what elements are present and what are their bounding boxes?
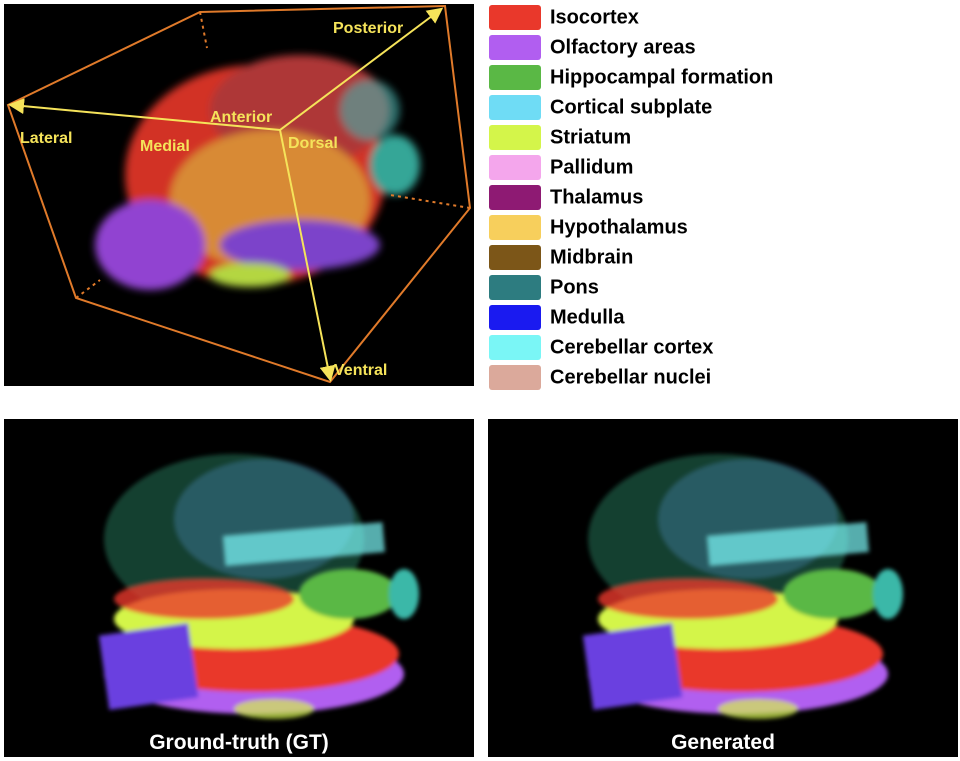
orientation-label: Medial (140, 138, 190, 155)
render-panel: Ground-truth (GT) (4, 419, 474, 757)
legend-swatch (489, 245, 541, 270)
orientation-label: Posterior (333, 20, 403, 37)
legend-label: Hypothalamus (550, 216, 688, 238)
orientation-label: Dorsal (288, 135, 338, 152)
legend-label: Cerebellar cortex (550, 336, 713, 358)
render-panel: Generated (488, 419, 958, 757)
panel-caption: Ground-truth (GT) (149, 731, 329, 754)
region (114, 579, 294, 619)
legend-swatch (489, 155, 541, 180)
region (783, 569, 883, 619)
bottom-panels: Ground-truth (GT) Generated (4, 419, 958, 757)
legend-label: Isocortex (550, 6, 639, 28)
region (582, 623, 683, 710)
legend-swatch (489, 215, 541, 240)
legend: Isocortex Olfactory areas Hippocampal form… (489, 5, 773, 390)
legend-label: Thalamus (550, 186, 643, 208)
legend-label: Medulla (550, 306, 625, 328)
legend-label: Pons (550, 276, 599, 298)
region (234, 699, 314, 719)
legend-swatch (489, 95, 541, 120)
legend-label: Striatum (550, 126, 631, 148)
legend-label: Cortical subplate (550, 96, 712, 118)
brain-render (98, 454, 419, 719)
orientation-label: Ventral (334, 362, 387, 379)
legend-swatch (489, 305, 541, 330)
orientation-label: Lateral (20, 130, 72, 147)
legend-swatch (489, 335, 541, 360)
legend-swatch (489, 125, 541, 150)
region (299, 569, 399, 619)
legend-label: Hippocampal formation (550, 66, 773, 88)
region (718, 699, 798, 719)
legend-label: Olfactory areas (550, 36, 696, 58)
legend-swatch (489, 65, 541, 90)
cerebellum (706, 522, 870, 566)
brain-render (582, 454, 903, 719)
region (873, 569, 903, 619)
legend-swatch (489, 5, 541, 30)
legend-swatch (489, 185, 541, 210)
orientation-label: Anterior (210, 109, 272, 126)
legend-swatch (489, 35, 541, 60)
legend-swatch (489, 365, 541, 390)
panel-caption: Generated (671, 731, 775, 754)
cerebellum (222, 522, 386, 566)
legend-label: Cerebellar nuclei (550, 366, 711, 388)
legend-label: Pallidum (550, 156, 633, 178)
legend-label: Midbrain (550, 246, 633, 268)
region (598, 579, 778, 619)
region (389, 569, 419, 619)
legend-swatch (489, 275, 541, 300)
top-panel: Posterior Lateral Anterior Medial Dorsal… (4, 4, 474, 386)
region (98, 623, 199, 710)
